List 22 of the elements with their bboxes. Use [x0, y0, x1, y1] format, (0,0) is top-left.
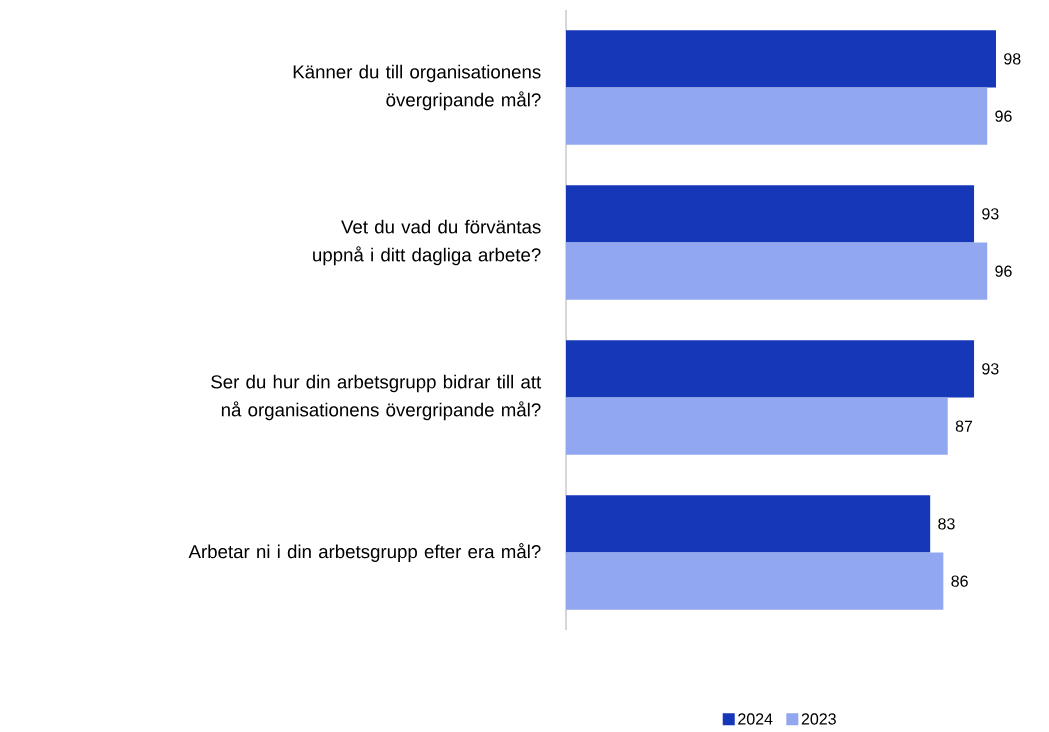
y-tick-label: Arbetar ni i din arbetsgrupp efter era mål?: [188, 543, 541, 562]
y-tick-label: Ser du hur din arbetsgrupp bidrar till att nå organisationens övergripande mål?: [211, 374, 542, 421]
data-label: 96: [995, 265, 1012, 277]
bar: [566, 552, 944, 610]
bar: [566, 242, 988, 300]
data-label: 98: [1004, 53, 1021, 65]
legend-label: 2023: [801, 713, 836, 725]
bar: [566, 495, 931, 553]
data-label: 93: [982, 208, 999, 220]
y-tick-label: Känner du till organisationens övergripande mål?: [293, 64, 541, 111]
bar: [566, 30, 996, 88]
bar: [566, 340, 975, 398]
data-label: 87: [955, 420, 973, 432]
bar: [566, 397, 948, 455]
data-label: 93: [982, 363, 999, 375]
y-tick-label: Vet du vad du förväntas uppnå i ditt dagliga arbete?: [313, 219, 541, 266]
data-label: 83: [938, 518, 955, 530]
legend-label: 2024: [738, 713, 773, 725]
data-label: 86: [951, 575, 968, 587]
bar: [566, 185, 975, 243]
data-label: 96: [995, 110, 1012, 122]
bar: [566, 87, 988, 145]
